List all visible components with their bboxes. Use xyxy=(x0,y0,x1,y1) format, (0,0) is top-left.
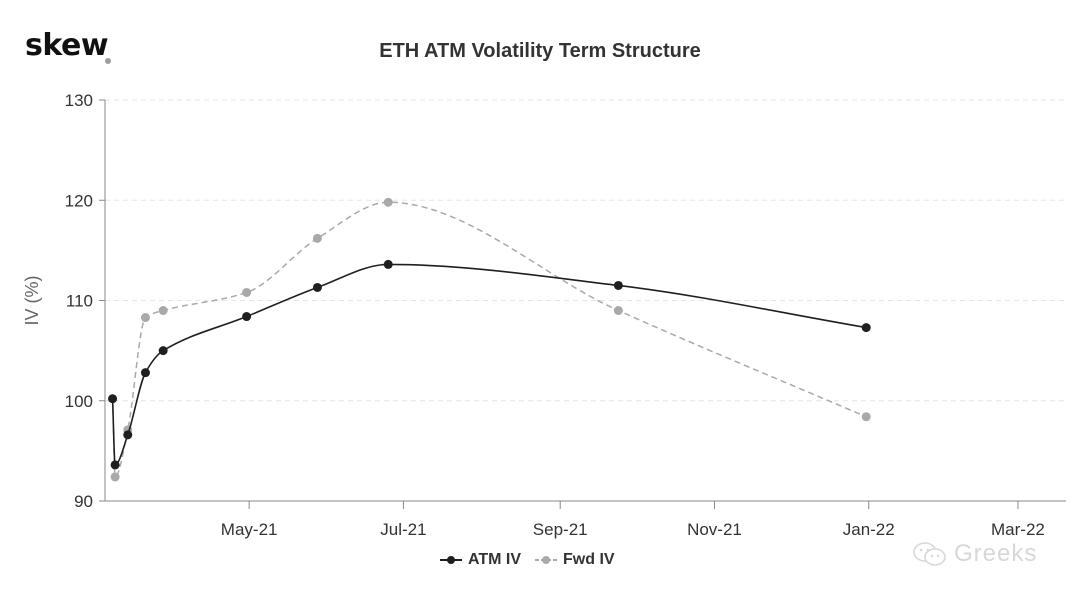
legend-label-atm-iv: ATM IV xyxy=(468,551,522,568)
data-point-fwd-iv-5 xyxy=(242,287,252,297)
data-point-atm-iv-9 xyxy=(861,323,871,333)
y-tick-label-120: 120 xyxy=(65,191,93,210)
data-point-atm-iv-8 xyxy=(613,280,623,290)
x-tick-label-3: Nov-21 xyxy=(687,520,742,539)
data-point-fwd-iv-9 xyxy=(861,412,871,422)
data-point-atm-iv-0 xyxy=(108,394,118,404)
x-tick-label-0: May-21 xyxy=(221,520,278,539)
y-tick-label-130: 130 xyxy=(65,91,93,110)
data-point-atm-iv-4 xyxy=(158,346,168,356)
legend-label-fwd-iv: Fwd IV xyxy=(563,551,615,568)
x-tick-label-1: Jul-21 xyxy=(380,520,426,539)
x-tick-label-5: Mar-22 xyxy=(991,520,1045,539)
watermark-text: Greeks xyxy=(954,540,1038,567)
y-tick-label-110: 110 xyxy=(66,292,93,311)
data-point-fwd-iv-8 xyxy=(613,306,623,316)
brand-logo-text: skew xyxy=(25,28,109,63)
x-tick-label-4: Jan-22 xyxy=(843,520,895,539)
legend-item-fwd-iv[interactable]: Fwd IV xyxy=(535,551,615,569)
data-point-atm-iv-3 xyxy=(140,368,150,378)
legend-swatch-fwd-iv xyxy=(535,555,558,565)
chart-title: ETH ATM Volatility Term Structure xyxy=(379,40,701,62)
brand-logo: skew xyxy=(25,28,109,63)
y-tick-label-100: 100 xyxy=(65,392,93,411)
data-point-atm-iv-7 xyxy=(383,259,393,269)
series-line-fwd-iv xyxy=(111,201,867,478)
x-tick-label-2: Sep-21 xyxy=(533,520,588,539)
data-point-atm-iv-6 xyxy=(312,282,322,292)
y-axis-label: IV (%) xyxy=(22,275,42,325)
series-line-atm-iv xyxy=(111,263,867,466)
legend-swatch-atm-iv xyxy=(440,555,462,565)
legend-item-atm-iv[interactable]: ATM IV xyxy=(440,551,521,569)
data-point-atm-iv-2 xyxy=(123,430,133,440)
chart-legend: ATM IV Fwd IV xyxy=(440,547,615,573)
wechat-icon xyxy=(913,542,946,566)
data-point-fwd-iv-3 xyxy=(140,313,150,323)
brand-logo-dot xyxy=(105,58,111,64)
data-point-atm-iv-1 xyxy=(110,460,120,470)
data-point-fwd-iv-1 xyxy=(110,472,120,482)
data-point-atm-iv-5 xyxy=(242,312,252,322)
watermark: Greeks xyxy=(912,540,1037,568)
data-point-fwd-iv-6 xyxy=(312,233,322,243)
y-tick-label-90: 90 xyxy=(74,492,93,511)
data-point-fwd-iv-4 xyxy=(158,306,168,316)
data-point-fwd-iv-7 xyxy=(383,197,393,207)
